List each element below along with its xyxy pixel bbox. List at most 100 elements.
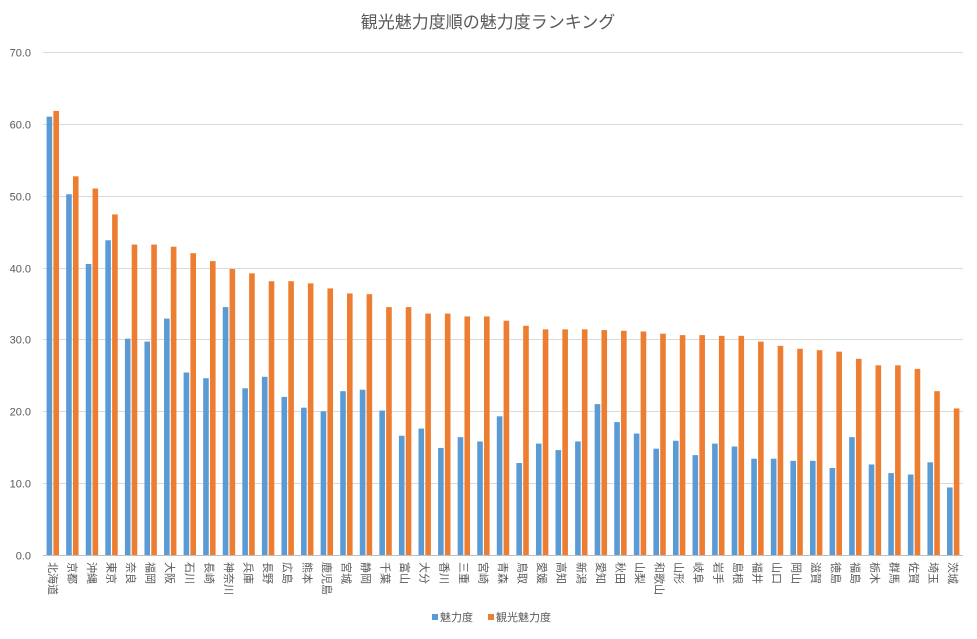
x-tick-label: 佐賀 xyxy=(907,562,921,584)
x-tick-label: 奈良 xyxy=(124,562,138,584)
y-tick-label: 20.0 xyxy=(10,407,31,419)
bar-miryokudo xyxy=(379,410,385,555)
bar-kanko-miryokudo xyxy=(816,350,823,555)
x-tick-label: 石川 xyxy=(183,562,196,584)
bar-miryokudo xyxy=(790,460,797,555)
bar-kanko-miryokudo xyxy=(523,325,529,555)
bar-miryokudo xyxy=(888,473,894,555)
bar-miryokudo xyxy=(457,437,464,555)
bar-kanko-miryokudo xyxy=(875,365,882,555)
bar-kanko-miryokudo xyxy=(72,176,79,555)
x-tick-label: 宮崎 xyxy=(476,562,490,584)
x-tick-label: 青森 xyxy=(496,562,510,584)
x-tick-label: 大阪 xyxy=(163,562,177,584)
bar-miryokudo xyxy=(809,460,816,555)
bar-kanko-miryokudo xyxy=(307,283,314,555)
bar-miryokudo xyxy=(712,443,718,555)
x-tick-label: 岡山 xyxy=(790,562,803,584)
bar-miryokudo xyxy=(751,458,757,555)
bar-miryokudo xyxy=(144,341,151,555)
bar-kanko-miryokudo xyxy=(503,320,510,555)
x-tick-label: 徳島 xyxy=(829,562,843,584)
x-tick-label: 富山 xyxy=(398,562,412,584)
x-tick-label: 長野 xyxy=(261,562,274,584)
bar-miryokudo xyxy=(496,416,503,555)
bar-miryokudo xyxy=(46,116,53,556)
x-tick-label: 栃木 xyxy=(868,562,882,584)
bar-kanko-miryokudo xyxy=(249,273,255,555)
bar-kanko-miryokudo xyxy=(444,313,451,555)
bar-miryokudo xyxy=(418,428,425,555)
bar-kanko-miryokudo xyxy=(347,293,353,555)
y-tick-label: 50.0 xyxy=(10,192,31,204)
y-tick-label: 10.0 xyxy=(10,479,31,491)
x-tick-label: 山梨 xyxy=(633,562,647,584)
bar-miryokudo xyxy=(829,468,836,555)
x-tick-label: 三重 xyxy=(457,562,471,584)
x-tick-label: 福島 xyxy=(848,562,862,584)
x-tick-label: 長崎 xyxy=(202,562,216,584)
x-tick-label: 宮城 xyxy=(339,562,353,584)
bar-kanko-miryokudo xyxy=(484,316,490,555)
bar-kanko-miryokudo xyxy=(229,269,236,555)
bar-miryokudo xyxy=(261,376,268,555)
bar-kanko-miryokudo xyxy=(170,246,177,556)
bar-miryokudo xyxy=(164,318,170,555)
y-tick-label: 30.0 xyxy=(10,335,31,347)
bar-kanko-miryokudo xyxy=(366,294,373,555)
x-tick-label: 島根 xyxy=(731,562,745,584)
x-tick-label: 秋田 xyxy=(613,562,627,584)
bar-kanko-miryokudo xyxy=(640,331,647,555)
bar-miryokudo xyxy=(849,437,855,555)
bar-kanko-miryokudo xyxy=(953,408,960,555)
bar-kanko-miryokudo xyxy=(288,281,294,555)
bar-kanko-miryokudo xyxy=(934,391,940,555)
y-tick-label: 60.0 xyxy=(10,120,31,132)
bar-miryokudo xyxy=(947,487,953,555)
x-tick-label: 大分 xyxy=(418,562,432,584)
legend-label: 観光魅力度 xyxy=(496,610,551,624)
y-tick-label: 40.0 xyxy=(10,264,31,276)
x-tick-label: 沖縄 xyxy=(85,562,99,584)
bar-kanko-miryokudo xyxy=(53,110,59,556)
x-tick-label: 福井 xyxy=(750,562,764,584)
bar-miryokudo xyxy=(340,391,346,555)
bar-miryokudo xyxy=(359,389,366,555)
x-tick-label: 鹿児島 xyxy=(320,562,334,595)
x-tick-label: 神奈川 xyxy=(222,562,236,595)
bar-kanko-miryokudo xyxy=(797,348,803,555)
bar-kanko-miryokudo xyxy=(581,329,588,555)
bar-miryokudo xyxy=(438,447,444,555)
x-tick-label: 和歌山 xyxy=(653,562,667,595)
x-tick-label: 香川 xyxy=(437,562,450,584)
bar-miryokudo xyxy=(927,462,934,555)
bar-kanko-miryokudo xyxy=(718,335,725,555)
bar-miryokudo xyxy=(66,194,72,555)
x-tick-label: 兵庫 xyxy=(242,562,256,584)
bar-kanko-miryokudo xyxy=(209,261,216,555)
bar-miryokudo xyxy=(124,338,131,555)
x-tick-label: 鳥取 xyxy=(516,562,530,584)
bar-kanko-miryokudo xyxy=(92,188,99,555)
bar-kanko-miryokudo xyxy=(151,244,157,555)
bar-kanko-miryokudo xyxy=(914,368,921,555)
x-tick-label: 京都 xyxy=(65,562,79,584)
bar-miryokudo xyxy=(614,422,620,555)
x-tick-label: 岐阜 xyxy=(692,562,705,584)
bar-miryokudo xyxy=(105,240,111,555)
bar-miryokudo xyxy=(868,464,875,555)
x-tick-label: 茨城 xyxy=(946,562,960,584)
x-tick-label: 静岡 xyxy=(359,562,373,584)
bar-kanko-miryokudo xyxy=(112,214,118,555)
x-tick-label: 福岡 xyxy=(144,562,158,584)
x-tick-label: 愛知 xyxy=(594,562,608,584)
gridlines xyxy=(43,52,963,556)
bar-kanko-miryokudo xyxy=(386,307,392,555)
bar-miryokudo xyxy=(222,307,229,555)
bar-miryokudo xyxy=(281,396,288,555)
y-tick-label: 70.0 xyxy=(10,48,31,60)
x-tick-label: 高知 xyxy=(555,562,569,584)
bar-miryokudo xyxy=(183,372,190,555)
legend-swatch xyxy=(488,614,494,620)
x-tick-label: 新潟 xyxy=(574,562,588,584)
